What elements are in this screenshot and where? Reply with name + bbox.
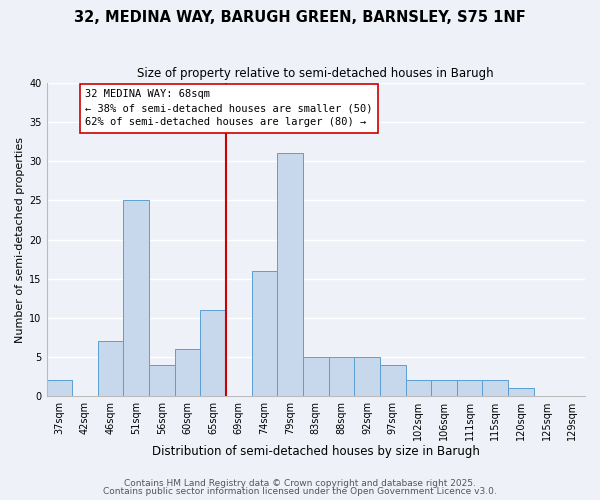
Bar <box>277 154 303 396</box>
Bar <box>482 380 508 396</box>
Bar <box>124 200 149 396</box>
Text: 32, MEDINA WAY, BARUGH GREEN, BARNSLEY, S75 1NF: 32, MEDINA WAY, BARUGH GREEN, BARNSLEY, … <box>74 10 526 25</box>
Bar <box>98 342 124 396</box>
Title: Size of property relative to semi-detached houses in Barugh: Size of property relative to semi-detach… <box>137 68 494 80</box>
Bar <box>406 380 431 396</box>
Bar <box>303 357 329 396</box>
Bar <box>175 349 200 396</box>
Bar <box>508 388 534 396</box>
Bar <box>251 271 277 396</box>
Bar <box>200 310 226 396</box>
Bar <box>149 365 175 396</box>
Bar <box>380 365 406 396</box>
Text: Contains HM Land Registry data © Crown copyright and database right 2025.: Contains HM Land Registry data © Crown c… <box>124 478 476 488</box>
Text: 32 MEDINA WAY: 68sqm
← 38% of semi-detached houses are smaller (50)
62% of semi-: 32 MEDINA WAY: 68sqm ← 38% of semi-detac… <box>85 90 373 128</box>
Bar <box>431 380 457 396</box>
Bar <box>47 380 72 396</box>
Text: Contains public sector information licensed under the Open Government Licence v3: Contains public sector information licen… <box>103 487 497 496</box>
Y-axis label: Number of semi-detached properties: Number of semi-detached properties <box>15 136 25 342</box>
X-axis label: Distribution of semi-detached houses by size in Barugh: Distribution of semi-detached houses by … <box>152 444 480 458</box>
Bar <box>329 357 354 396</box>
Bar <box>457 380 482 396</box>
Bar <box>354 357 380 396</box>
